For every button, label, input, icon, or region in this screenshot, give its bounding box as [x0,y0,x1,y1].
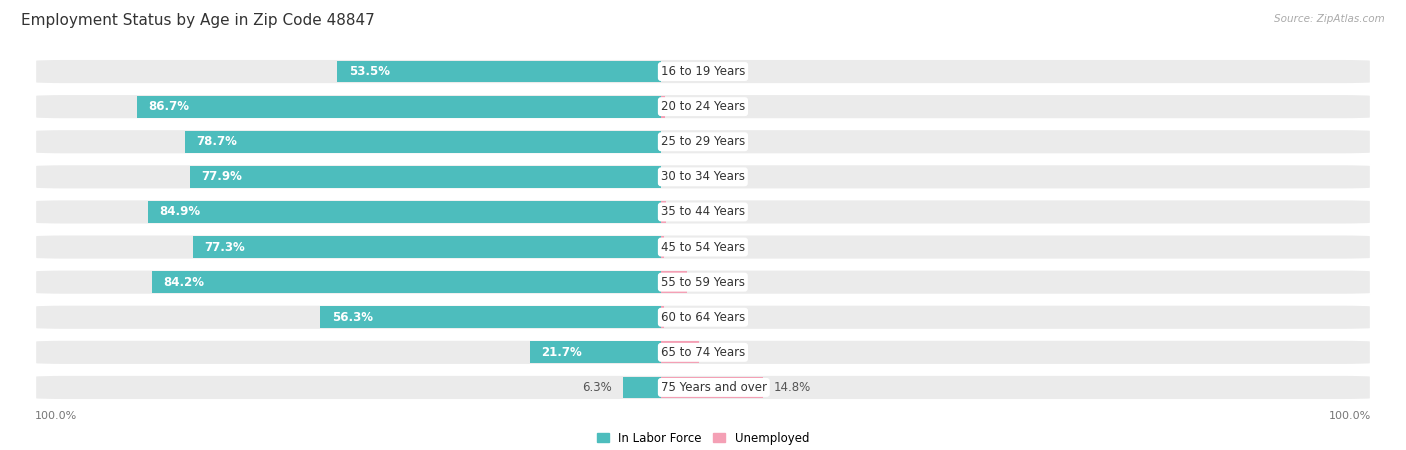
Text: 5.6%: 5.6% [710,346,741,359]
FancyBboxPatch shape [35,199,1371,225]
Bar [623,377,661,398]
Text: 84.9%: 84.9% [159,206,200,218]
Text: 53.5%: 53.5% [349,65,389,78]
Bar [194,236,661,258]
FancyBboxPatch shape [35,129,1371,154]
Bar [661,377,763,398]
Bar [661,271,688,293]
Text: 56.3%: 56.3% [332,311,373,324]
Text: 16 to 19 Years: 16 to 19 Years [661,65,745,78]
Legend: In Labor Force, Unemployed: In Labor Force, Unemployed [598,432,808,445]
Text: 0.4%: 0.4% [675,241,704,253]
Text: 55 to 59 Years: 55 to 59 Years [661,276,745,288]
FancyBboxPatch shape [35,234,1371,260]
Text: 25 to 29 Years: 25 to 29 Years [661,135,745,148]
FancyBboxPatch shape [35,270,1371,295]
Text: 21.7%: 21.7% [541,346,582,359]
Bar [190,166,661,188]
Bar [136,96,661,117]
Text: 60 to 64 Years: 60 to 64 Years [661,311,745,324]
Text: 78.7%: 78.7% [197,135,238,148]
Text: 45 to 54 Years: 45 to 54 Years [661,241,745,253]
Text: Source: ZipAtlas.com: Source: ZipAtlas.com [1274,14,1385,23]
Bar [661,236,664,258]
Text: 20 to 24 Years: 20 to 24 Years [661,100,745,113]
Text: 6.3%: 6.3% [582,381,612,394]
FancyBboxPatch shape [35,59,1371,84]
Text: 0.4%: 0.4% [675,311,704,324]
FancyBboxPatch shape [35,94,1371,119]
Text: 84.2%: 84.2% [163,276,204,288]
Text: 77.9%: 77.9% [201,171,242,183]
FancyBboxPatch shape [35,164,1371,189]
Bar [661,342,699,363]
FancyBboxPatch shape [35,305,1371,330]
Bar [321,306,661,328]
Text: Employment Status by Age in Zip Code 48847: Employment Status by Age in Zip Code 488… [21,14,375,28]
Text: 0.6%: 0.6% [676,100,706,113]
Text: 86.7%: 86.7% [148,100,188,113]
Text: 35 to 44 Years: 35 to 44 Years [661,206,745,218]
Text: 75 Years and over: 75 Years and over [661,381,766,394]
Text: 3.8%: 3.8% [699,276,728,288]
Bar [186,131,661,153]
Bar [661,96,665,117]
Bar [152,271,661,293]
Text: 65 to 74 Years: 65 to 74 Years [661,346,745,359]
Text: 14.8%: 14.8% [775,381,811,394]
Text: 0.8%: 0.8% [678,206,707,218]
Bar [530,342,661,363]
FancyBboxPatch shape [35,375,1371,400]
Bar [337,61,661,82]
Bar [661,201,666,223]
FancyBboxPatch shape [35,340,1371,365]
Text: 77.3%: 77.3% [205,241,246,253]
Text: 0.0%: 0.0% [672,135,702,148]
Text: 0.0%: 0.0% [672,171,702,183]
Bar [148,201,661,223]
Text: 0.0%: 0.0% [672,65,702,78]
Bar [661,306,664,328]
Text: 30 to 34 Years: 30 to 34 Years [661,171,745,183]
